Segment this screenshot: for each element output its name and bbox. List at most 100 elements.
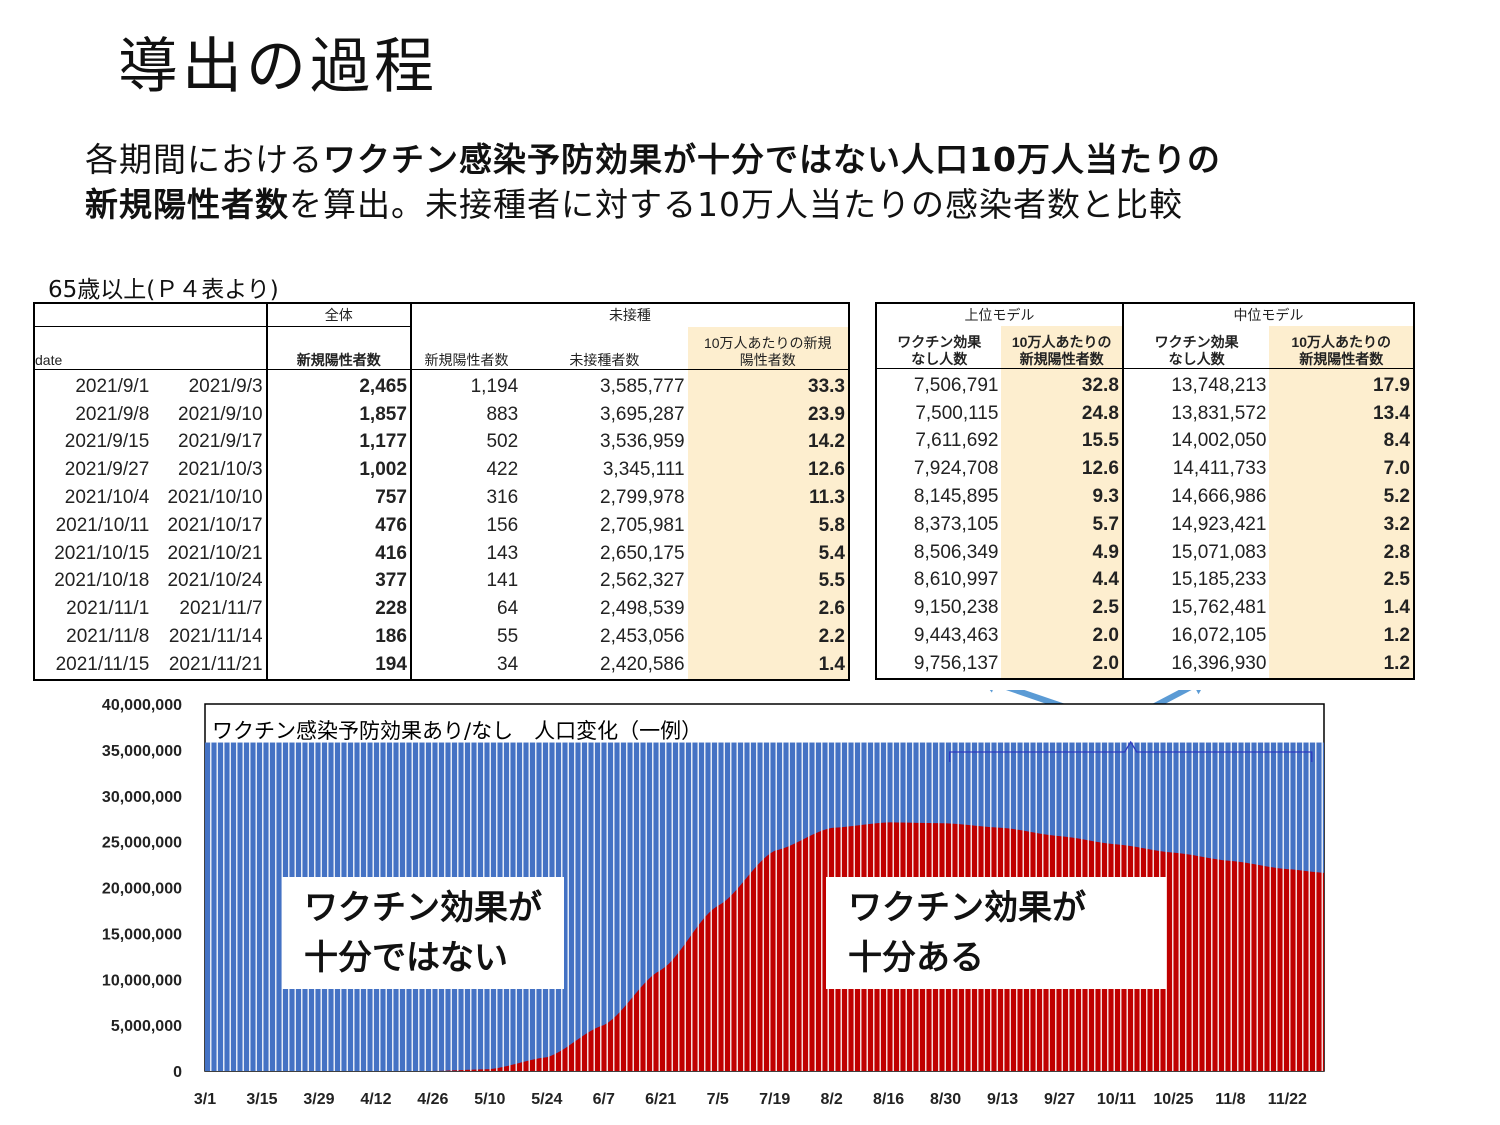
cell-upper-per100k: 2.0 — [1001, 649, 1123, 679]
cell-start-date: 2021/11/1 — [66, 598, 150, 620]
cell-end-date: 2021/11/14 — [168, 626, 263, 648]
x-tick-label: 9/27 — [1044, 1091, 1075, 1108]
cell-unvac-per100k: 1.4 — [687, 650, 849, 680]
col-header-upper-no-effect-line2: なし人数 — [911, 351, 968, 367]
x-tick-label: 3/1 — [194, 1091, 216, 1108]
cell-upper-no-effect-count: 9,150,238 — [913, 597, 999, 619]
intro-line2-normal: を算出。未接種者に対する10万人当たりの感染者数と比較 — [289, 185, 1183, 224]
cell-unvac-count: 2,799,978 — [600, 487, 685, 509]
col-header-unvac-new-positive: 新規陽性者数 — [409, 326, 522, 370]
cell-middle-no-effect-count: 16,396,930 — [1121, 649, 1270, 679]
cell-start-date: 2021/10/15 — [54, 542, 150, 564]
intro-line1-bold: ワクチン感染予防効果が十分ではない人口10万人当たりの — [323, 140, 1221, 179]
table-row: 9,756,137 2.0 16,396,930 1.2 — [876, 649, 1414, 679]
cell-unvac-per100k: 12.6 — [687, 456, 849, 485]
table-row: 2021/10/18 2021/10/24 377 141 2,562,327 5.5 — [34, 567, 849, 596]
group-header-middle-model: 中位モデル — [1121, 303, 1414, 326]
cell-unvac-count: 2,498,539 — [600, 598, 685, 620]
annotation-effective: ワクチン効果が 十分ある — [826, 877, 1166, 989]
cell-middle-no-effect-count: 16,072,105 — [1121, 622, 1270, 650]
group-header-all: 全体 — [265, 303, 411, 327]
col-header-unvac-count: 未接種者数 — [521, 326, 688, 370]
x-axis-ticks: 3/1 3/15 3/29 4/12 4/26 5/10 5/24 6/7 6/21 7/5 7/1… — [194, 1091, 1307, 1108]
cell-unvac-per100k: 2.2 — [687, 623, 849, 651]
cell-middle-no-effect-count: 14,666,986 — [1121, 483, 1270, 511]
x-tick-label: 3/29 — [303, 1091, 334, 1108]
cell-start-date: 2021/9/27 — [64, 459, 150, 481]
table-row: 9,150,238 2.5 15,762,481 1.4 — [876, 594, 1414, 623]
cell-upper-per100k: 9.3 — [1001, 483, 1123, 511]
cell-unvac-new-positive: 883 — [409, 400, 522, 429]
cell-upper-no-effect-count: 7,611,692 — [915, 430, 999, 452]
cell-upper-per100k: 5.7 — [1001, 510, 1123, 539]
cell-unvac-per100k: 2.6 — [687, 595, 849, 624]
intro-line2-bold: 新規陽性者数 — [85, 185, 289, 224]
cell-upper-no-effect-count: 7,500,115 — [915, 402, 999, 424]
x-tick-label: 7/19 — [759, 1091, 790, 1108]
cell-total-new-positive: 377 — [265, 567, 411, 596]
annotation-effective-line2: 十分ある — [848, 938, 984, 978]
table-row: 2021/9/8 2021/9/10 1,857 883 3,695,287 23.9 — [34, 400, 849, 429]
table-row: 2021/11/8 2021/11/14 186 55 2,453,056 2.2 — [34, 623, 849, 651]
unvaccinated-table-body: 2021/9/1 2021/9/3 2,465 1,194 3,585,777 33.3 2… — [34, 369, 849, 680]
col-header-middle-per100k-line2: 新規陽性者数 — [1299, 351, 1384, 367]
cell-unvac-count: 3,695,287 — [600, 403, 685, 425]
col-header-per100k-line2: 陽性者数 — [739, 352, 796, 368]
annotation-not-effective: ワクチン効果が 十分ではない — [282, 877, 564, 989]
cell-start-date: 2021/10/11 — [55, 514, 150, 536]
table-row: 7,506,791 32.8 13,748,213 17.9 — [876, 368, 1414, 400]
x-tick-label: 10/11 — [1097, 1091, 1136, 1108]
cell-unvac-new-positive: 316 — [409, 484, 522, 512]
cell-middle-per100k: 17.9 — [1269, 368, 1414, 400]
cell-start-date: 2021/11/8 — [66, 626, 150, 648]
table-row: 2021/9/27 2021/10/3 1,002 422 3,345,111 12.6 — [34, 456, 849, 485]
group-header-upper-model: 上位モデル — [964, 306, 1035, 323]
cell-upper-no-effect-count: 8,610,997 — [913, 569, 999, 591]
arrow-to-middle-model-head — [1196, 690, 1201, 695]
cell-total-new-positive: 194 — [265, 650, 411, 680]
cell-middle-per100k: 3.2 — [1269, 510, 1414, 539]
x-tick-label: 11/8 — [1215, 1091, 1245, 1108]
cell-upper-per100k: 24.8 — [1001, 399, 1123, 428]
x-tick-label: 6/7 — [593, 1091, 615, 1108]
cell-end-date: 2021/9/10 — [178, 403, 263, 425]
table-row: 2021/11/15 2021/11/21 194 34 2,420,586 1.4 — [34, 650, 849, 680]
cell-end-date: 2021/9/3 — [188, 375, 263, 397]
cell-unvac-count: 2,705,981 — [600, 514, 685, 536]
cell-unvac-per100k: 33.3 — [687, 369, 849, 401]
cell-upper-no-effect-count: 8,373,105 — [913, 513, 999, 535]
cell-middle-no-effect-count: 13,748,213 — [1121, 368, 1270, 400]
model-data-table: 上位モデル 中位モデル ワクチン効果 なし人数 10万人あたりの 新規陽性者数 … — [875, 302, 1415, 680]
col-header-per100k: 10万人あたりの新規 陽性者数 — [687, 326, 849, 370]
cell-upper-per100k: 2.5 — [1001, 594, 1123, 623]
cell-middle-no-effect-count: 15,071,083 — [1121, 538, 1270, 567]
cell-unvac-per100k: 5.5 — [687, 567, 849, 596]
col-header-middle-no-effect-line1: ワクチン効果 — [1154, 334, 1239, 350]
x-tick-label: 9/13 — [987, 1091, 1018, 1108]
cell-middle-per100k: 1.4 — [1269, 594, 1414, 623]
annotation-effective-line1: ワクチン効果が — [848, 888, 1086, 928]
cell-start-date: 2021/9/8 — [75, 403, 150, 425]
table-row: 7,611,692 15.5 14,002,050 8.4 — [876, 427, 1414, 456]
x-tick-label: 4/12 — [360, 1091, 391, 1108]
cell-start-date: 2021/10/18 — [54, 570, 150, 592]
intro-line1-normal: 各期間における — [85, 140, 323, 179]
cell-unvac-new-positive: 502 — [409, 428, 522, 457]
cell-unvac-new-positive: 156 — [409, 511, 522, 540]
cell-total-new-positive: 2,465 — [265, 369, 411, 401]
cell-upper-per100k: 2.0 — [1001, 622, 1123, 650]
cell-middle-per100k: 8.4 — [1269, 427, 1414, 456]
table-row: 2021/11/1 2021/11/7 228 64 2,498,539 2.6 — [34, 595, 849, 624]
x-tick-label: 8/30 — [930, 1091, 961, 1108]
col-header-middle-no-effect: ワクチン効果 なし人数 — [1121, 326, 1270, 369]
unvaccinated-data-table: 全体 未接種 date 新規陽性者数 新規陽性者数 未接種者数 10万人あたりの… — [33, 302, 850, 681]
cell-total-new-positive: 757 — [265, 484, 411, 512]
cell-middle-no-effect-count: 15,185,233 — [1121, 566, 1270, 595]
cell-upper-no-effect-count: 9,443,463 — [913, 625, 999, 647]
cell-unvac-count: 3,345,111 — [602, 459, 685, 481]
cell-unvac-per100k: 5.4 — [687, 539, 849, 568]
cell-upper-per100k: 12.6 — [1001, 455, 1123, 484]
cell-upper-per100k: 4.4 — [1001, 566, 1123, 595]
cell-total-new-positive: 1,857 — [265, 400, 411, 429]
col-header-date: date — [34, 326, 267, 370]
